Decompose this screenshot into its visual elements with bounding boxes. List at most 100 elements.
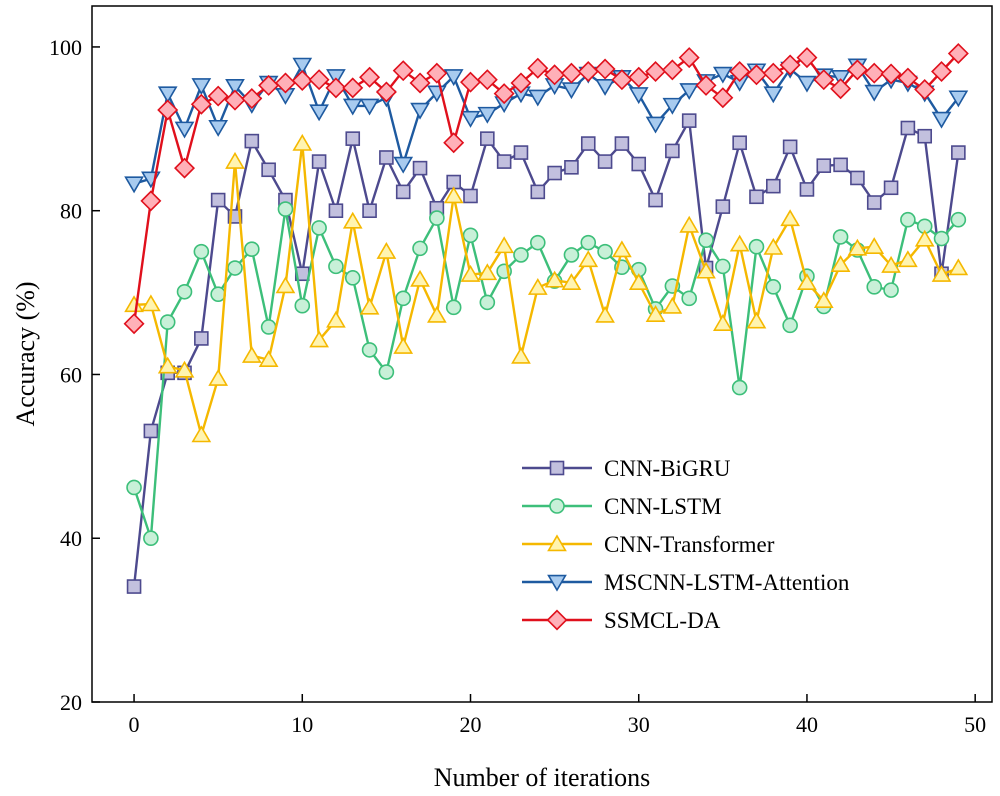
data-point: [745, 64, 767, 86]
data-point: [126, 479, 142, 496]
data-point: [225, 151, 245, 169]
data-point: [159, 314, 176, 330]
data-point: [665, 143, 680, 159]
data-point: [813, 69, 835, 91]
data-point: [749, 189, 764, 205]
data-point: [174, 121, 195, 139]
data-point: [880, 63, 902, 85]
data-point: [227, 260, 243, 276]
data-point: [696, 261, 716, 279]
data-point: [782, 317, 798, 334]
data-point: [207, 85, 229, 107]
data-point: [850, 170, 865, 186]
data-point: [429, 210, 445, 226]
data-point: [174, 157, 196, 179]
axis-ticks: 0 10 20 30 40 50 20 40 60 80 100: [49, 35, 986, 737]
data-point: [561, 273, 582, 291]
data-point: [328, 203, 344, 219]
data-point: [780, 209, 800, 227]
data-point: [830, 69, 851, 87]
series-cnn-lstm: [126, 201, 967, 547]
data-point: [275, 276, 296, 294]
data-point: [308, 69, 330, 91]
data-point: [914, 229, 935, 247]
legend-label: SSMCL-DA: [604, 608, 721, 633]
data-point: [123, 313, 145, 335]
data-point: [494, 236, 515, 254]
data-point: [898, 250, 918, 268]
data-point: [210, 286, 226, 303]
data-point: [544, 64, 566, 86]
data-point: [511, 346, 531, 364]
data-point: [124, 176, 144, 194]
legend-label: CNN-BiGRU: [604, 456, 731, 481]
data-point: [883, 180, 899, 196]
data-point: [513, 247, 529, 263]
data-point: [595, 305, 615, 323]
data-point: [460, 110, 481, 128]
data-point: [292, 57, 313, 75]
data-point: [409, 72, 431, 94]
data-point: [241, 88, 263, 110]
data-point: [224, 89, 246, 111]
data-point: [662, 296, 683, 314]
data-point: [445, 299, 462, 316]
data-point: [208, 368, 229, 386]
data-point: [782, 139, 798, 155]
data-point: [830, 255, 851, 272]
data-point: [628, 273, 649, 291]
data-point: [561, 82, 582, 100]
data-point: [426, 62, 448, 84]
data-point: [258, 350, 279, 367]
data-point: [830, 78, 852, 100]
data-point: [712, 66, 733, 84]
data-point: [765, 279, 782, 295]
data-point: [748, 238, 765, 255]
data-point: [695, 74, 717, 96]
data-point: [951, 145, 966, 160]
data-point: [779, 54, 801, 76]
data-point: [261, 162, 276, 178]
data-point: [309, 330, 329, 348]
data-point: [143, 530, 159, 547]
data-point: [746, 311, 767, 329]
data-point: [328, 258, 344, 275]
series-cnn-transformer: [124, 133, 969, 443]
data-point: [881, 255, 901, 273]
data-point: [157, 356, 178, 374]
data-point: [208, 119, 229, 137]
data-point: [174, 360, 195, 378]
data-point: [359, 297, 380, 315]
data-point: [342, 98, 363, 116]
data-point: [681, 113, 697, 128]
data-point: [816, 158, 832, 173]
data-point: [393, 156, 414, 174]
series-layer: [123, 43, 969, 594]
data-point: [291, 70, 313, 92]
data-point: [948, 258, 969, 276]
data-point: [866, 195, 882, 210]
data-point: [359, 66, 381, 88]
data-point: [595, 78, 615, 96]
data-point: [797, 273, 817, 291]
data-point: [897, 67, 919, 89]
data-point: [176, 283, 193, 300]
data-point: [577, 61, 599, 82]
data-point: [580, 234, 597, 251]
data-point: [578, 250, 599, 268]
plot-frame: [91, 5, 993, 703]
data-point: [933, 230, 950, 247]
data-point: [594, 58, 616, 80]
x-tick-label: 30: [628, 712, 650, 737]
series-ssmcl-da: [123, 43, 969, 335]
data-point: [326, 69, 346, 87]
data-point: [460, 71, 481, 93]
data-point: [614, 136, 630, 151]
data-point: [277, 201, 294, 217]
data-point: [392, 60, 414, 82]
data-point: [126, 579, 142, 594]
data-point: [645, 305, 666, 322]
data-point: [244, 241, 260, 257]
data-point: [141, 294, 161, 312]
y-tick-label: 20: [60, 690, 82, 715]
